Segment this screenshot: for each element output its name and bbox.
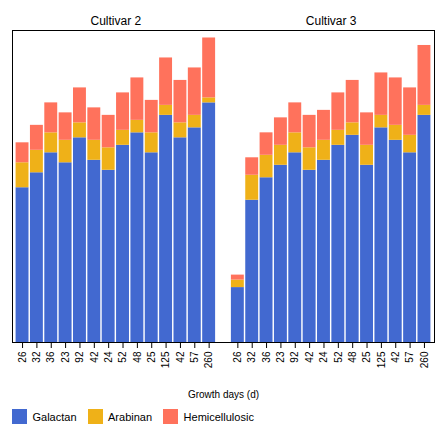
html-text:Galactan: Galactan	[32, 410, 77, 423]
svg-text:32: 32	[31, 351, 42, 363]
svg-text:23: 23	[60, 351, 71, 363]
svg-text:23: 23	[275, 351, 286, 363]
html-text:Arabinan: Arabinan	[108, 410, 153, 423]
svg-text:42: 42	[175, 351, 186, 363]
svg-text:42: 42	[304, 351, 315, 363]
svg-text:Cultivar 2: Cultivar 2	[91, 14, 142, 28]
svg-text:48: 48	[347, 351, 358, 363]
svg-text:260: 260	[419, 351, 430, 368]
svg-text:92: 92	[74, 351, 85, 363]
svg-text:57: 57	[404, 351, 415, 363]
svg-text:260: 260	[203, 351, 214, 368]
svg-text:36: 36	[45, 351, 56, 363]
svg-text:Growth days (d): Growth days (d)	[188, 389, 259, 400]
svg-text:Cultivar 3: Cultivar 3	[306, 14, 357, 28]
svg-text:92: 92	[289, 351, 300, 363]
svg-text:48: 48	[132, 351, 143, 363]
svg-text:25: 25	[146, 351, 157, 363]
svg-text:25: 25	[361, 351, 372, 363]
svg-text:52: 52	[117, 351, 128, 363]
svg-text:36: 36	[261, 351, 272, 363]
svg-text:52: 52	[333, 351, 344, 363]
svg-text:32: 32	[246, 351, 257, 363]
svg-text:125: 125	[160, 351, 171, 368]
svg-text:42: 42	[390, 351, 401, 363]
svg-text:24: 24	[318, 351, 329, 363]
svg-text:57: 57	[189, 351, 200, 363]
html-text:Hemicellulosic: Hemicellulosic	[183, 410, 254, 423]
svg-text:24: 24	[103, 351, 114, 363]
svg-text:42: 42	[89, 351, 100, 363]
svg-text:26: 26	[232, 351, 243, 363]
svg-text:125: 125	[376, 351, 387, 368]
svg-text:26: 26	[17, 351, 28, 363]
